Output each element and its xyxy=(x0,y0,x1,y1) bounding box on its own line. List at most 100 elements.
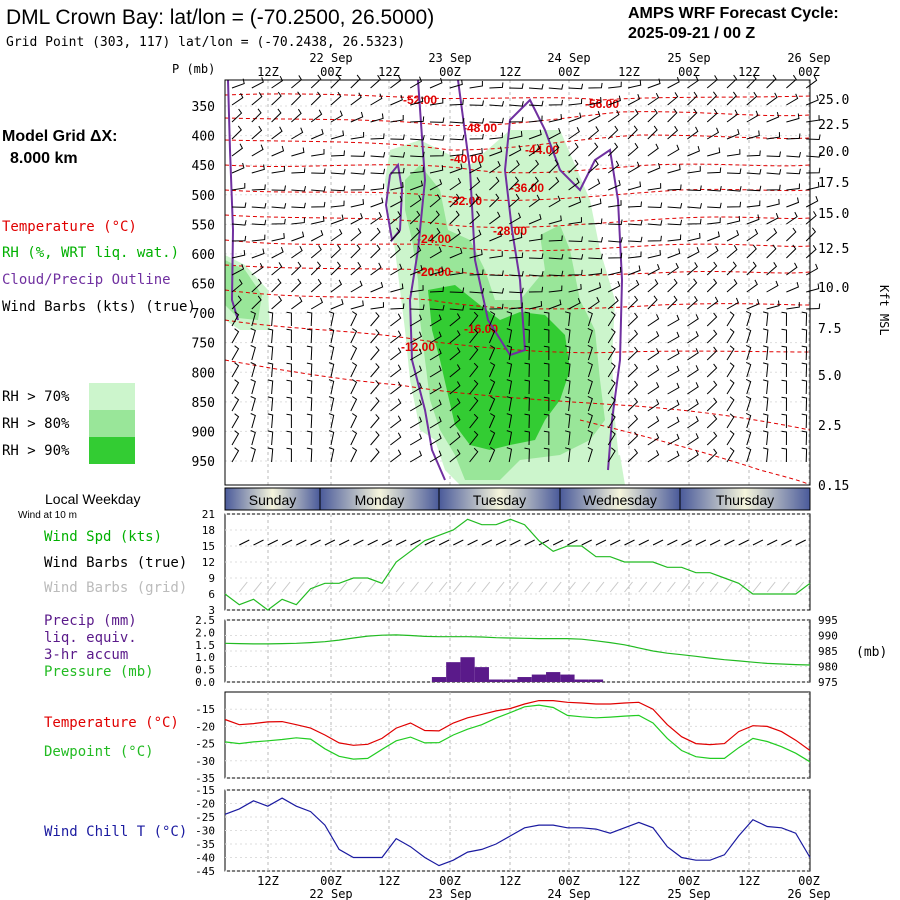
true-wind-barb xyxy=(253,539,264,546)
wind-barb xyxy=(627,94,641,106)
wind-barb xyxy=(370,302,385,310)
wind-barb xyxy=(627,329,639,344)
wind-barb xyxy=(745,446,752,463)
wind-barb xyxy=(449,117,465,124)
pressure-tick-label: 500 xyxy=(192,189,215,204)
wind-barb xyxy=(488,362,496,378)
temperature-line xyxy=(224,699,811,751)
wind-barb xyxy=(726,168,742,175)
wind-barb xyxy=(801,345,808,361)
grid-wind-barb xyxy=(267,581,277,593)
wind-barb xyxy=(390,196,403,208)
legend-rh80-swatch xyxy=(89,410,135,437)
grid-wind-barb xyxy=(238,581,248,593)
wind-barb xyxy=(687,108,698,123)
wind-barb xyxy=(762,362,769,378)
wind-barb xyxy=(251,295,262,310)
height-tick-label: 2.5 xyxy=(818,419,841,434)
wind-barb xyxy=(488,430,496,446)
wind-barb xyxy=(306,379,313,395)
wind-barb xyxy=(524,362,530,378)
wind-barb xyxy=(766,262,778,276)
wind-barb xyxy=(231,279,243,293)
wind-barb xyxy=(506,362,513,378)
wind-barb xyxy=(548,195,561,208)
wind-barb xyxy=(409,433,423,446)
wind-barb xyxy=(509,131,523,140)
wind-barb xyxy=(410,116,425,123)
wind-barb xyxy=(488,379,496,395)
wind-barb xyxy=(647,108,658,123)
wind-barb xyxy=(449,449,461,463)
wind-barb xyxy=(350,328,358,344)
isotherm-line xyxy=(224,319,811,354)
wind-barb xyxy=(231,220,247,226)
wind-barb xyxy=(410,134,425,141)
wind-barb xyxy=(286,362,292,377)
wind-barb xyxy=(568,98,583,106)
wind-barb xyxy=(568,254,584,260)
pressure-tick-label: 990 xyxy=(818,630,838,643)
height-tick-label: 12.5 xyxy=(818,242,849,257)
wind-barb xyxy=(543,362,550,378)
wind-barb xyxy=(667,295,678,310)
wind-barb xyxy=(231,362,240,378)
precip-bar xyxy=(574,679,589,682)
wind-barb xyxy=(627,265,641,276)
wind-barb xyxy=(449,330,461,344)
wind-barb xyxy=(587,412,593,429)
wind-barb xyxy=(311,168,326,174)
wind-barb xyxy=(568,196,582,208)
wind-barb xyxy=(762,379,769,395)
wind-barb xyxy=(524,345,530,361)
wind-barb xyxy=(350,199,365,208)
wind-barb xyxy=(627,380,639,395)
wind-barb xyxy=(762,430,769,446)
wind-barb xyxy=(311,201,326,208)
wind-barb xyxy=(667,77,680,89)
wind-barb xyxy=(350,184,365,191)
wind-barb xyxy=(410,180,423,191)
wind-barb xyxy=(647,399,660,412)
wind-barb xyxy=(587,327,593,344)
wind-barb xyxy=(251,184,266,191)
wind-barb xyxy=(726,311,735,327)
wind-barb xyxy=(251,262,264,276)
wind-barb xyxy=(786,211,798,225)
precip-tick-label: 1.5 xyxy=(195,639,215,652)
wind-barb xyxy=(801,430,808,446)
wind-barb xyxy=(607,430,616,446)
wind-barb xyxy=(587,395,593,412)
wind-barb xyxy=(370,431,380,446)
wind-barb xyxy=(231,413,240,429)
grid-wind-barb xyxy=(624,581,633,593)
wind-barb xyxy=(330,91,342,106)
top-tick-label: 00Z xyxy=(320,65,342,79)
wind-barb xyxy=(766,244,777,259)
wind-barb xyxy=(306,413,313,429)
wind-barb xyxy=(231,162,245,174)
wind-barb xyxy=(429,304,445,311)
wind-barb xyxy=(786,113,800,123)
wind-barb xyxy=(489,160,501,174)
grid-wind-barb xyxy=(709,581,719,593)
wind-barb xyxy=(370,448,380,463)
wind-barb xyxy=(524,311,530,327)
wind-chill-tick-label: -30 xyxy=(195,825,215,838)
wind-barb xyxy=(271,233,285,242)
wind-barb xyxy=(488,447,496,463)
wind-barb xyxy=(231,328,240,344)
wind-barb xyxy=(627,142,639,157)
wind-barb xyxy=(781,413,788,429)
true-wind-barb xyxy=(467,539,478,546)
wind-barb xyxy=(726,328,735,344)
wind-barb xyxy=(706,261,718,276)
true-wind-barb xyxy=(310,539,321,546)
true-wind-barb xyxy=(567,539,578,546)
wind-barb xyxy=(607,296,619,310)
wind-barb xyxy=(330,214,344,225)
true-wind-barb xyxy=(766,539,778,546)
wind-barb xyxy=(429,286,444,293)
wind-barb xyxy=(726,362,735,378)
